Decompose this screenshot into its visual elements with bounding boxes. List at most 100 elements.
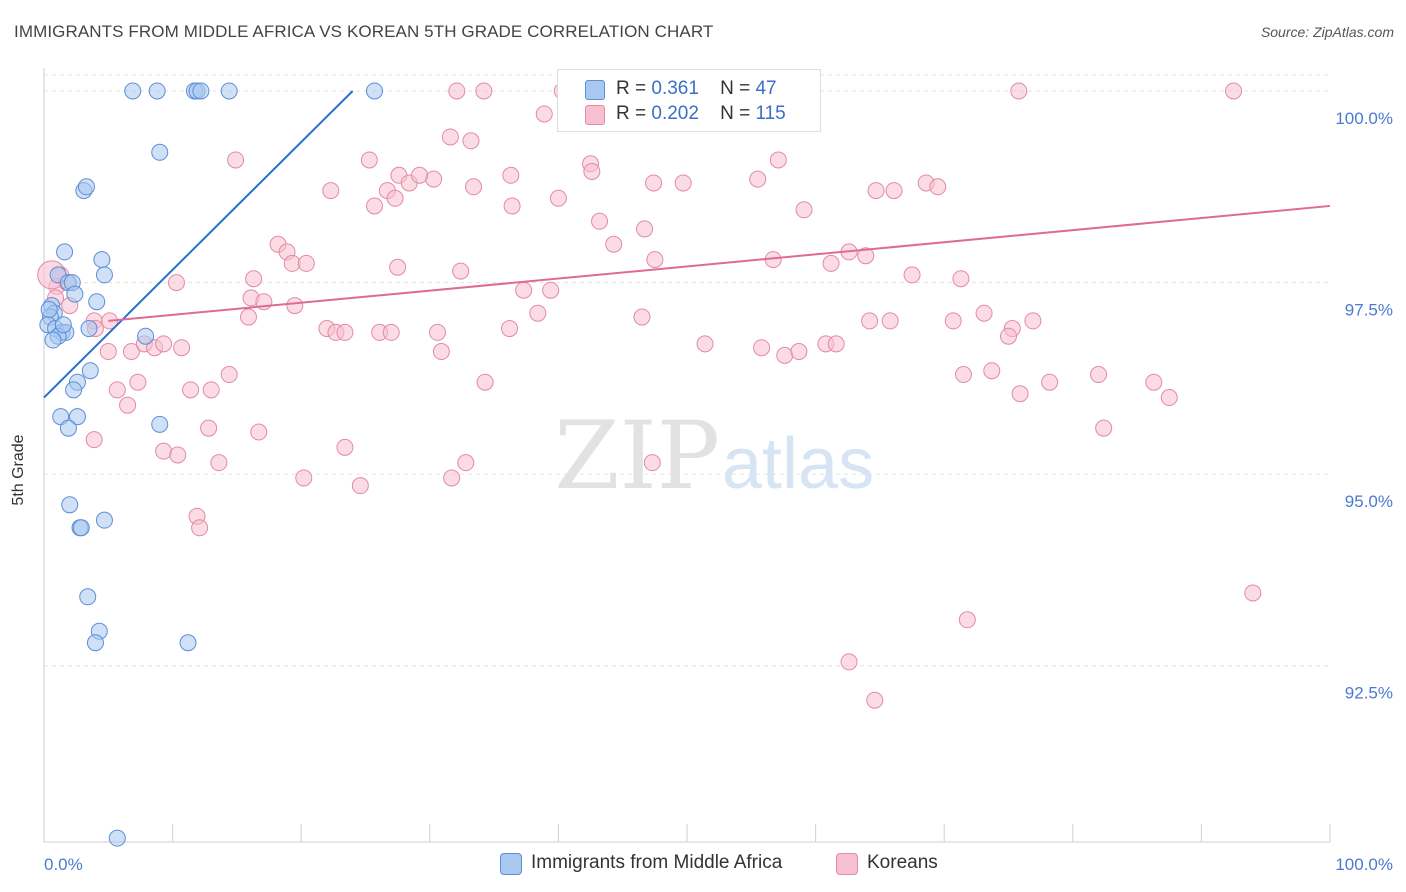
pink-point — [958, 611, 976, 629]
pink-point — [646, 251, 664, 269]
pink-point — [122, 343, 140, 361]
legend-pink-n-value: 115 — [755, 103, 786, 124]
pink-point — [210, 454, 228, 472]
blue-point — [179, 634, 197, 652]
blue-point — [151, 143, 169, 161]
pink-point — [501, 320, 519, 338]
legend: R = 0.361 N = 47 R = 0.202 N = 115 — [557, 69, 821, 132]
pink-point — [99, 343, 117, 361]
pink-point — [129, 373, 147, 391]
pink-point — [857, 247, 875, 265]
pink-point — [283, 254, 301, 272]
pink-point — [191, 519, 209, 537]
pink-point — [182, 381, 200, 399]
pink-point — [322, 182, 340, 200]
pink-point — [382, 323, 400, 341]
blue-points — [39, 82, 384, 847]
pink-point — [840, 653, 858, 671]
pink-point — [443, 469, 461, 487]
blue-point — [61, 496, 79, 514]
pink-point — [885, 182, 903, 200]
pink-point — [200, 419, 218, 437]
blue-trend-line — [43, 90, 354, 399]
blue-point — [366, 82, 384, 100]
pink-point — [790, 343, 808, 361]
bottom-legend-pink-swatch — [836, 853, 858, 875]
bottom-legend-pink-label: Koreans — [867, 852, 938, 873]
blue-point — [72, 519, 90, 537]
pink-point — [1145, 373, 1163, 391]
pink-point — [452, 262, 470, 280]
legend-pink-row: R = 0.202 N = 115 — [616, 103, 786, 125]
blue-point — [79, 588, 97, 606]
blue-point — [220, 82, 238, 100]
x-tick-label-end: 100.0% — [1335, 855, 1393, 874]
pink-point — [645, 174, 663, 192]
pink-point — [462, 132, 480, 150]
y-tick-label: 97.5% — [1345, 301, 1393, 320]
blue-point — [137, 327, 155, 345]
blue-point — [40, 300, 58, 318]
y-tick-label: 92.5% — [1345, 684, 1393, 703]
legend-blue-swatch — [585, 80, 605, 100]
pink-point — [867, 182, 885, 200]
pink-point — [245, 270, 263, 288]
chart-title: IMMIGRANTS FROM MIDDLE AFRICA VS KOREAN … — [14, 22, 714, 41]
blue-point — [65, 381, 83, 399]
y-tick-label: 100.0% — [1335, 109, 1393, 128]
blue-point — [44, 331, 62, 349]
blue-point — [68, 408, 86, 426]
pink-point — [515, 281, 533, 299]
axes — [43, 68, 1331, 843]
pink-point — [866, 691, 884, 709]
legend-blue-n-label: N = — [720, 78, 751, 99]
pink-point — [1090, 366, 1108, 384]
pink-point — [441, 128, 459, 146]
pink-point — [1011, 385, 1029, 403]
pink-point — [827, 335, 845, 353]
pink-point — [636, 220, 654, 238]
blue-point — [148, 82, 166, 100]
legend-blue-row: R = 0.361 N = 47 — [616, 78, 777, 100]
blue-point — [151, 415, 169, 433]
pink-point — [336, 438, 354, 456]
pink-point — [696, 335, 714, 353]
x-tick-label-start: 0.0% — [44, 855, 83, 874]
pink-point — [336, 323, 354, 341]
pink-point — [549, 189, 567, 207]
pink-point — [108, 381, 126, 399]
pink-point — [975, 304, 993, 322]
bottom-legend-blue-swatch — [500, 853, 522, 875]
legend-blue-n-value: 47 — [755, 78, 777, 99]
pink-point — [1000, 327, 1017, 345]
pink-point — [1160, 389, 1178, 407]
pink-point — [769, 151, 787, 169]
pink-point — [386, 189, 404, 207]
watermark-atlas: atlas — [722, 424, 874, 504]
pink-point — [169, 446, 187, 464]
blue-point — [59, 419, 77, 437]
pink-point — [448, 82, 466, 100]
pink-point — [1024, 312, 1042, 330]
legend-blue-r-label: R = — [616, 78, 647, 99]
pink-point — [605, 235, 623, 253]
blue-point — [86, 634, 104, 652]
pink-point — [85, 431, 103, 449]
pink-point — [983, 362, 1001, 380]
legend-pink-swatch — [585, 105, 605, 125]
pink-point — [295, 469, 313, 487]
pink-point — [202, 381, 220, 399]
blue-point — [80, 320, 98, 338]
pink-point — [351, 477, 369, 495]
pink-trend-line — [108, 204, 1331, 322]
tick-labels: 92.5% 95.0% 97.5% 100.0% 0.0% 100.0% — [44, 109, 1393, 874]
pink-point — [227, 151, 245, 169]
pink-points — [37, 82, 1262, 709]
pink-point — [583, 162, 601, 180]
pink-point — [903, 266, 921, 284]
pink-point — [633, 308, 651, 326]
bottom-legend-blue-label: Immigrants from Middle Africa — [531, 852, 783, 873]
pink-point — [173, 339, 191, 357]
pink-point — [822, 254, 840, 272]
